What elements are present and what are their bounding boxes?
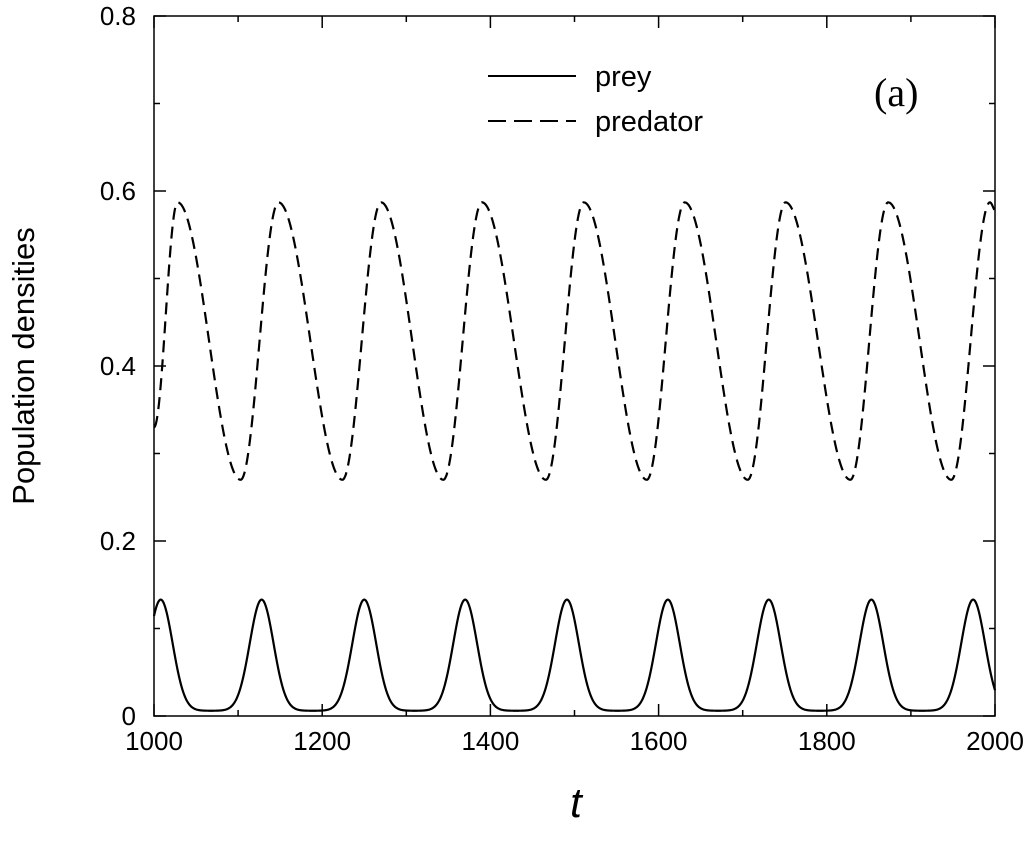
- y-tick-label: 0.8: [100, 1, 136, 31]
- axis-tick-labels: 1000 1200 1400 1600 1800 2000 0 0.2 0.4 0.6 0.8: [100, 1, 1024, 756]
- series-predator-line: [153, 201, 996, 481]
- legend: prey predator: [488, 61, 703, 138]
- x-tick-label: 1200: [293, 726, 351, 756]
- y-tick-label: 0.2: [100, 526, 136, 556]
- panel-label: (a): [874, 70, 918, 115]
- y-tick-label: 0.4: [100, 351, 136, 381]
- y-axis-label: Population densities: [6, 227, 41, 504]
- y-tick-label: 0.6: [100, 176, 136, 206]
- x-tick-label: 1800: [798, 726, 856, 756]
- x-tick-label: 1000: [125, 726, 183, 756]
- x-axis-label: t: [570, 779, 584, 826]
- axis-ticks: [153, 15, 996, 717]
- series-layer: [152, 201, 997, 712]
- legend-prey-label: prey: [595, 61, 652, 93]
- legend-predator-label: predator: [595, 106, 703, 138]
- x-tick-label: 1600: [630, 726, 688, 756]
- y-tick-label: 0: [122, 701, 136, 731]
- x-tick-label: 2000: [966, 726, 1024, 756]
- series-prey-line: [152, 598, 997, 712]
- x-tick-label: 1400: [461, 726, 519, 756]
